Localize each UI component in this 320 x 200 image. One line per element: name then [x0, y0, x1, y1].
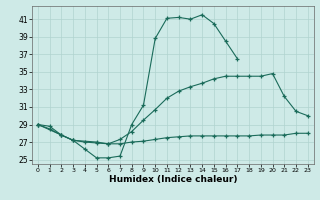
X-axis label: Humidex (Indice chaleur): Humidex (Indice chaleur) [108, 175, 237, 184]
